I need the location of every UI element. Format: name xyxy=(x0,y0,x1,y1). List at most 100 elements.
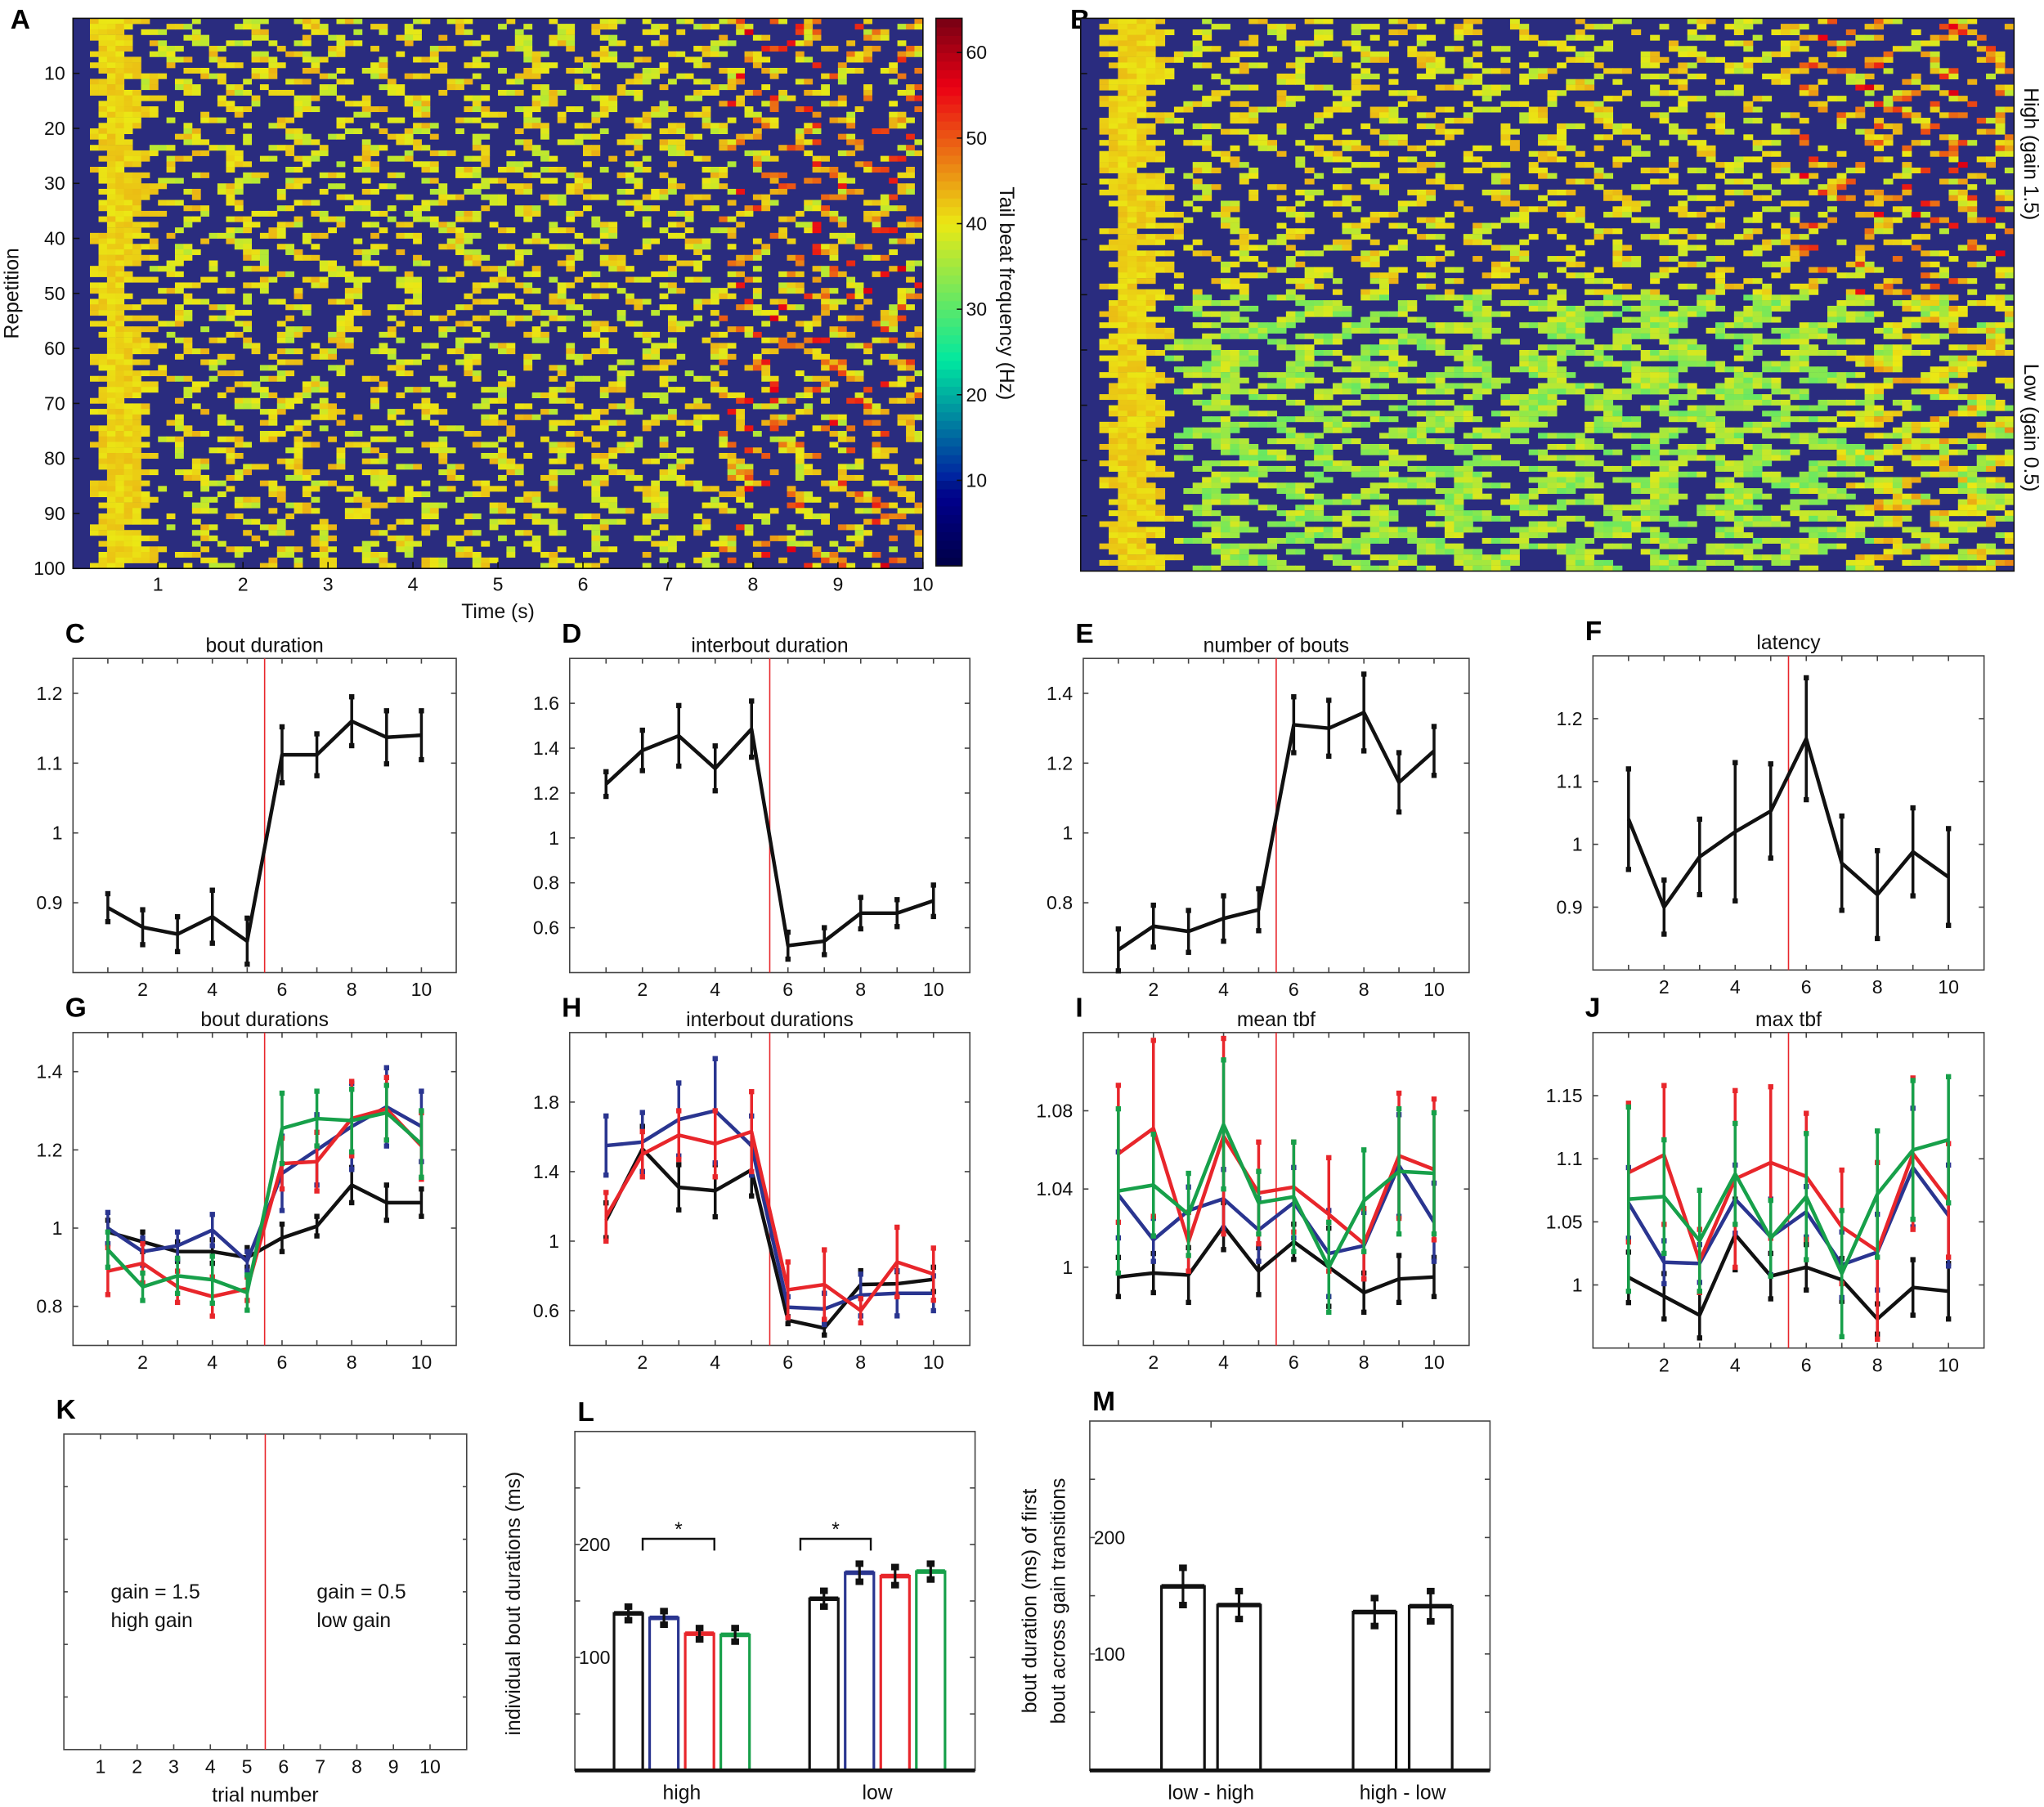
heatmap-cell xyxy=(259,56,269,63)
heatmap-cell xyxy=(906,365,915,371)
heatmap-cell xyxy=(123,392,133,399)
heatmap-cell xyxy=(1566,212,1576,218)
heatmap-cell xyxy=(1192,184,1203,191)
heatmap-cell xyxy=(319,232,329,239)
heatmap-cell xyxy=(115,40,125,47)
heatmap-cell xyxy=(344,496,354,503)
heatmap-cell xyxy=(821,271,830,277)
heatmap-cell xyxy=(549,502,558,509)
heatmap-cell xyxy=(566,106,576,113)
heatmap-cell xyxy=(166,513,176,519)
heatmap-cell xyxy=(183,563,193,569)
heatmap-cell xyxy=(1454,200,1464,207)
heatmap-cell xyxy=(1957,178,1968,185)
heatmap-cell xyxy=(1257,134,1268,141)
heatmap-cell xyxy=(472,260,482,267)
heatmap-cell xyxy=(294,304,303,311)
heatmap-cell xyxy=(1930,123,1940,129)
heatmap-cell xyxy=(123,244,133,250)
heatmap-cell xyxy=(268,436,278,442)
heatmap-cell xyxy=(642,111,652,118)
heatmap-cell xyxy=(1566,217,1576,223)
heatmap-cell xyxy=(659,524,669,531)
heatmap-cell xyxy=(872,409,881,415)
heatmap-cell xyxy=(115,194,125,200)
heatmap-cell xyxy=(787,343,796,349)
heatmap-cell xyxy=(634,145,643,151)
heatmap-cell xyxy=(1304,18,1315,25)
heatmap-cell xyxy=(370,150,379,156)
heatmap-cell xyxy=(1295,40,1306,47)
heatmap-cell xyxy=(1155,18,1166,25)
heatmap-cell xyxy=(1724,90,1735,96)
heatmap-cell xyxy=(1976,118,1987,124)
heatmap-cell xyxy=(1426,68,1437,74)
heatmap-cell xyxy=(625,188,634,195)
heatmap-cell xyxy=(1557,62,1567,69)
heatmap-cell xyxy=(115,117,125,123)
heatmap-cell xyxy=(642,222,652,228)
heatmap-cell xyxy=(1528,162,1539,168)
heatmap-cell xyxy=(761,155,771,162)
heatmap-cell xyxy=(1612,123,1623,129)
heatmap-cell xyxy=(1192,101,1203,107)
heatmap-cell xyxy=(599,95,609,101)
heatmap-cell xyxy=(208,145,218,151)
colorbar-step xyxy=(935,249,962,259)
heatmap-cell xyxy=(1799,200,1809,207)
heatmap-cell xyxy=(880,353,890,360)
heatmap-cell xyxy=(276,491,286,498)
heatmap-cell xyxy=(634,89,643,96)
heatmap-cell xyxy=(778,172,788,178)
heatmap-cell xyxy=(787,40,796,47)
heatmap-cell xyxy=(906,375,915,382)
heatmap-cell xyxy=(1566,178,1576,185)
heatmap-cell xyxy=(294,458,303,464)
colorbar-step xyxy=(935,155,962,164)
heatmap-cell xyxy=(421,403,431,410)
heatmap-cell xyxy=(328,524,337,531)
heatmap-cell xyxy=(311,282,320,289)
heatmap-cell xyxy=(1855,212,1866,218)
heatmap-cell xyxy=(906,84,915,91)
heatmap-cell xyxy=(226,188,235,195)
heatmap-cell xyxy=(498,392,507,399)
heatmap-cell xyxy=(2004,134,2015,141)
heatmap-cell xyxy=(464,353,473,360)
heatmap-cell xyxy=(744,480,754,486)
heatmap-cell xyxy=(1248,34,1259,41)
heatmap-cell xyxy=(1668,173,1679,179)
heatmap-cell xyxy=(141,84,150,91)
heatmap-cell xyxy=(387,205,397,212)
heatmap-cell xyxy=(285,150,295,156)
heatmap-cell xyxy=(396,370,406,377)
heatmap-cell xyxy=(1145,34,1156,41)
heatmap-cell xyxy=(531,271,541,277)
heatmap-cell xyxy=(1155,200,1166,207)
heatmap-cell xyxy=(863,419,872,426)
heatmap-cell xyxy=(217,447,226,454)
heatmap-cell xyxy=(1883,134,1894,141)
heatmap-cell xyxy=(889,464,899,470)
heatmap-cell xyxy=(302,474,312,481)
heatmap-cell xyxy=(821,310,830,316)
heatmap-cell xyxy=(1697,51,1707,57)
heatmap-cell xyxy=(1939,74,1949,80)
heatmap-cell xyxy=(727,546,737,553)
heatmap-cell xyxy=(115,216,125,222)
heatmap-cell xyxy=(361,375,371,382)
heatmap-cell xyxy=(1155,195,1166,201)
heatmap-cell xyxy=(1173,118,1184,124)
heatmap-cell xyxy=(123,508,133,514)
heatmap-cell xyxy=(438,557,448,563)
colorbar-step xyxy=(935,334,962,344)
heatmap-cell xyxy=(141,106,150,113)
heatmap-cell xyxy=(804,78,814,85)
heatmap-cell xyxy=(243,464,253,470)
heatmap-cell xyxy=(812,167,822,173)
heatmap-cell xyxy=(787,502,796,509)
heatmap-cell xyxy=(361,249,371,255)
colorbar-step xyxy=(935,35,962,45)
heatmap-cell xyxy=(413,310,422,316)
heatmap-cell xyxy=(812,205,822,212)
